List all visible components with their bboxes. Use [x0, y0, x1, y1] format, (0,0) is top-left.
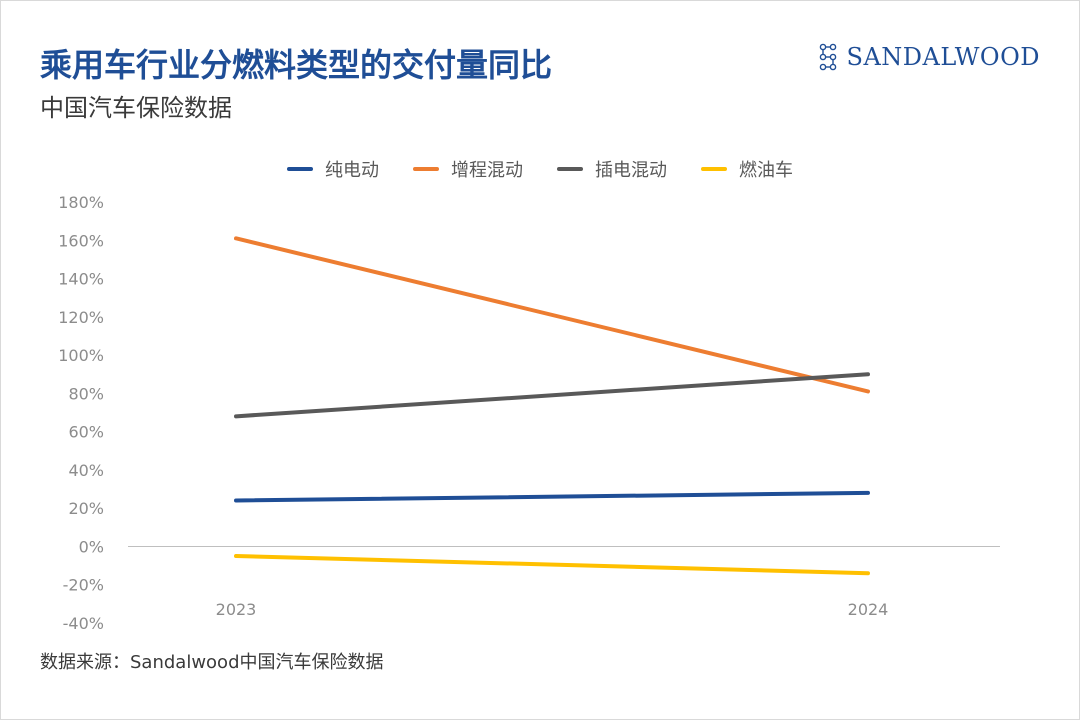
- y-tick-label: -20%: [63, 576, 104, 595]
- series-line: [234, 372, 870, 419]
- legend-item: 燃油车: [701, 156, 793, 182]
- legend-swatch: [557, 167, 583, 171]
- source-note: 数据来源：Sandalwood中国汽车保险数据: [40, 652, 384, 673]
- y-tick-label: 140%: [58, 270, 104, 289]
- x-tick-label: 2023: [216, 600, 257, 619]
- legend-swatch: [413, 167, 439, 171]
- legend-swatch: [287, 167, 313, 171]
- legend-swatch: [701, 167, 727, 171]
- chart-legend: 纯电动 增程混动 插电混动 燃油车: [0, 156, 1080, 182]
- y-tick-label: 160%: [58, 231, 104, 250]
- y-tick-label: 120%: [58, 308, 104, 327]
- brand-name: SANDALWOOD: [846, 43, 1040, 71]
- legend-label: 增程混动: [451, 160, 523, 181]
- legend-item: 纯电动: [287, 156, 379, 182]
- sandalwood-logo-icon: [819, 43, 836, 71]
- legend-item: 增程混动: [413, 156, 523, 182]
- y-tick-label: 0%: [79, 537, 104, 556]
- legend-label: 燃油车: [739, 160, 793, 181]
- series-line: [234, 554, 870, 576]
- y-tick-label: 80%: [68, 384, 104, 403]
- series-line: [234, 490, 870, 503]
- brand-logo: SANDALWOOD: [817, 42, 1040, 72]
- legend-label: 插电混动: [595, 160, 667, 181]
- legend-item: 插电混动: [557, 156, 667, 182]
- y-tick-label: -40%: [63, 614, 104, 633]
- chart-title: 乘用车行业分燃料类型的交付量同比: [40, 46, 553, 84]
- y-tick-label: 20%: [68, 499, 104, 518]
- y-tick-label: 180%: [58, 193, 104, 212]
- y-tick-label: 40%: [68, 461, 104, 480]
- y-tick-label: 100%: [58, 346, 104, 365]
- y-tick-label: 60%: [68, 423, 104, 442]
- legend-label: 纯电动: [325, 160, 379, 181]
- chart-subtitle: 中国汽车保险数据: [40, 94, 232, 122]
- x-tick-label: 2024: [848, 600, 889, 619]
- series-line: [234, 236, 870, 394]
